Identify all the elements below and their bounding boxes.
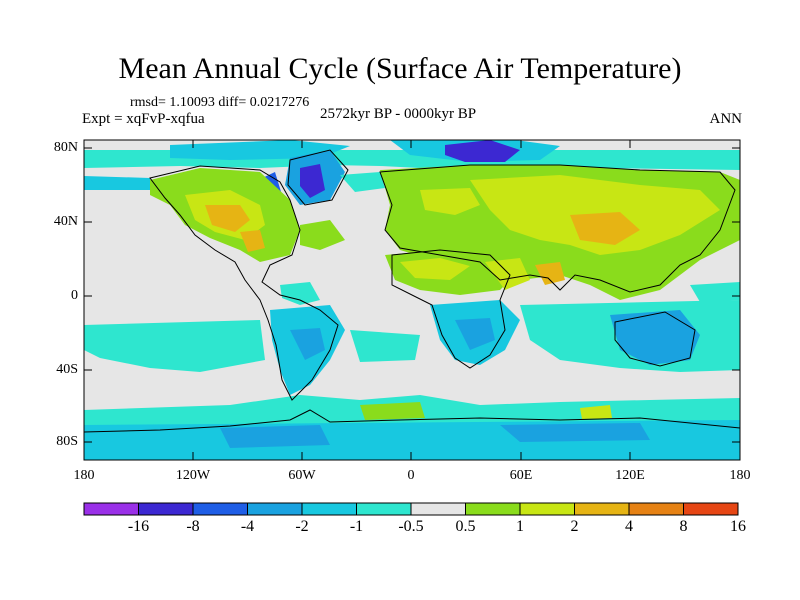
- australia-cool: [610, 310, 700, 365]
- colorbar-box-8: [465, 502, 521, 516]
- colorbar-label: 1: [516, 518, 524, 535]
- temperature-field: [84, 140, 740, 460]
- colorbar-box-11: [628, 502, 684, 516]
- south-pacific-cool: [84, 320, 265, 372]
- west-atlantic-warm: [300, 220, 345, 250]
- east-antarctica-cool: [500, 423, 650, 442]
- colorbar-label: -4: [240, 518, 255, 535]
- colorbar-label: 2: [570, 518, 579, 535]
- southern-ocean-warm: [580, 405, 612, 419]
- africa-coastline: [391, 249, 511, 369]
- greenland-strong-cool: [300, 164, 325, 198]
- plot-title: Mean Annual Cycle (Surface Air Temperatu…: [118, 52, 682, 85]
- north-atlantic-cool: [340, 172, 385, 192]
- north-pacific-cool: [84, 176, 150, 190]
- lat-label-80s: 80S: [56, 434, 78, 449]
- arabia-warm-2: [485, 258, 530, 290]
- antarctica-coastline: [84, 409, 740, 433]
- period-label: 2572kyr BP - 0000kyr BP: [320, 106, 477, 122]
- lon-label-120w: 120W: [175, 468, 211, 483]
- lat-label-80n: 80N: [53, 140, 78, 155]
- colorbar-label: -2: [295, 518, 309, 535]
- colorbar-box-3: [192, 502, 248, 516]
- colorbar-label: -0.5: [398, 518, 424, 535]
- lon-label-60w: 60W: [288, 468, 316, 483]
- eurasia-coastline: [379, 164, 736, 293]
- coastlines: [84, 149, 740, 433]
- colorbar-label: 4: [625, 518, 633, 535]
- rmsd-diff-stats: rmsd= 1.10093 diff= 0.0217276: [130, 95, 310, 110]
- colorbar-box-6: [356, 502, 412, 516]
- greenland-coastline: [287, 149, 349, 206]
- colorbar-box-1: [83, 502, 139, 516]
- colorbar-label: -16: [127, 518, 150, 535]
- colorbar-box-9: [519, 502, 575, 516]
- colorbar-box-7: [410, 502, 466, 516]
- season-label: ANN: [709, 111, 743, 127]
- europe-warm-2: [420, 188, 480, 215]
- colorbar-box-4: [247, 502, 303, 516]
- colorbar-label: 16: [730, 518, 746, 535]
- caribbean-cool: [280, 282, 320, 305]
- australia-coastline: [614, 311, 696, 367]
- lat-label-40s: 40S: [56, 362, 78, 377]
- colorbar-box-12: [683, 502, 739, 516]
- sahara-warm-2: [400, 258, 470, 280]
- central-asia-warm-4: [570, 212, 640, 245]
- lon-label-60e: 60E: [509, 468, 533, 483]
- south-america-cool-2: [290, 328, 325, 360]
- south-atlantic-warm: [360, 402, 425, 420]
- antarctic-peninsula-cool: [220, 425, 330, 448]
- lon-label-180w: 180: [73, 468, 95, 483]
- southern-africa-cool-2: [455, 318, 495, 350]
- equatorial-neutral: [84, 296, 300, 308]
- axis-ticks: [84, 140, 740, 460]
- americas-coastline: [149, 165, 339, 401]
- colorbar-box-10: [574, 502, 630, 516]
- barents-strong-cool: [445, 140, 520, 162]
- colorbar-label: 8: [679, 518, 688, 535]
- lat-label-40n: 40N: [53, 214, 78, 229]
- colorbar-label: 0.5: [455, 518, 476, 535]
- colorbar: [83, 502, 739, 516]
- lon-label-120e: 120E: [615, 468, 645, 483]
- colorbar-box-5: [301, 502, 357, 516]
- us-east-warm-4: [240, 230, 265, 252]
- west-pacific-cool: [690, 282, 740, 302]
- india-warm-4: [535, 262, 565, 285]
- north-america-warm-4: [205, 205, 250, 232]
- map-frame: [83, 139, 741, 461]
- lon-label-180e: 180: [729, 468, 751, 483]
- colorbar-label: -8: [186, 518, 200, 535]
- lon-label-0: 0: [407, 468, 415, 483]
- south-atlantic-cool: [350, 330, 420, 362]
- colorbar-label: -1: [349, 518, 364, 535]
- colorbar-box-2: [138, 502, 194, 516]
- experiment-label: Expt = xqFvP-xqfua: [82, 111, 205, 127]
- lat-label-eq: 0: [71, 288, 78, 303]
